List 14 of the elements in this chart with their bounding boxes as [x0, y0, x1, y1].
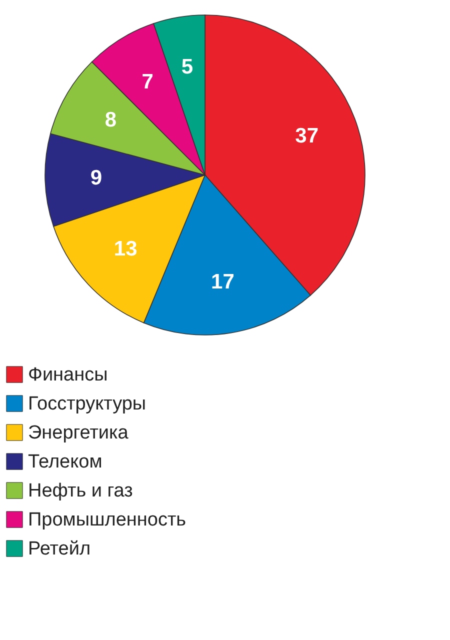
legend-label: Промышленность	[28, 510, 186, 530]
legend-label: Нефть и газ	[28, 480, 133, 502]
data-label: 37	[295, 124, 319, 148]
data-label: 9	[90, 166, 102, 190]
data-label: 13	[114, 237, 138, 260]
data-label: 8	[104, 108, 117, 132]
legend-label: Госструктуры	[28, 394, 146, 414]
data-label: 5	[181, 56, 194, 79]
legend-label: Энергетика	[28, 422, 129, 444]
legend-label: Телеком	[28, 452, 102, 472]
data-label: 17	[211, 270, 234, 294]
legend-label: Финансы	[28, 364, 108, 386]
legend-label: Ретейл	[28, 538, 91, 560]
data-label: 7	[142, 70, 154, 94]
